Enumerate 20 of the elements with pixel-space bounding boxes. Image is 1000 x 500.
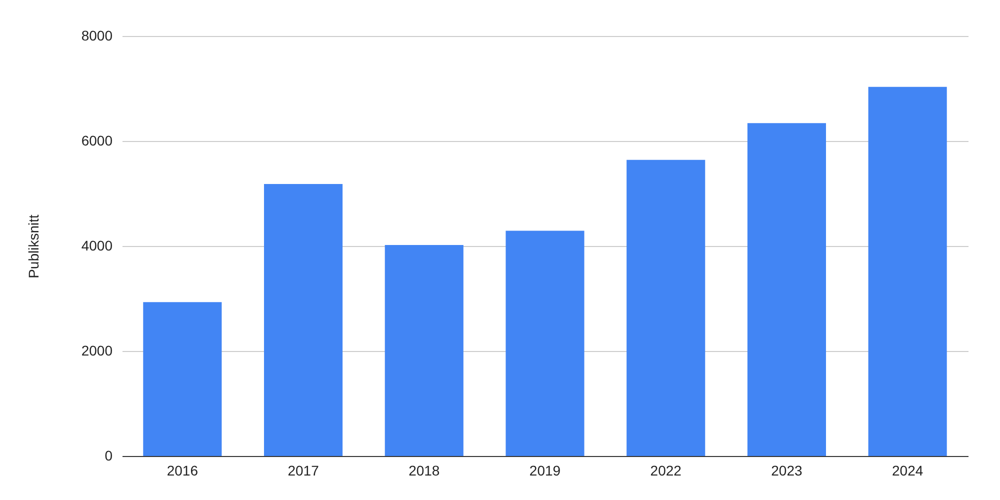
x-tick-label: 2016 — [166, 462, 198, 478]
y-axis-title: Publiksnitt — [25, 214, 42, 278]
y-tick-label: 2000 — [81, 342, 113, 358]
x-tick-label: 2018 — [408, 462, 440, 478]
bar — [264, 184, 343, 456]
x-tick-label: 2017 — [288, 462, 320, 478]
x-tick-label: 2019 — [529, 462, 561, 478]
bar — [626, 160, 706, 456]
x-tick-label: 2023 — [771, 462, 802, 478]
bar — [868, 86, 947, 456]
y-tick-label: 4000 — [81, 238, 113, 254]
y-tick-label: 0 — [104, 448, 113, 464]
x-tick-label: 2024 — [892, 462, 924, 478]
bar — [143, 302, 222, 456]
x-tick-label: 2022 — [650, 462, 682, 478]
bar — [506, 230, 584, 456]
y-tick-label: 6000 — [81, 132, 113, 148]
y-tick-label: 8000 — [81, 28, 113, 44]
bar — [384, 244, 464, 456]
bar — [747, 123, 826, 456]
